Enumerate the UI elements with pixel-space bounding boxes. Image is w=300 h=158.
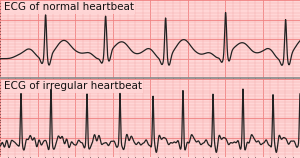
Text: ECG of normal heartbeat: ECG of normal heartbeat <box>4 2 134 12</box>
Text: ECG of irregular heartbeat: ECG of irregular heartbeat <box>4 81 142 91</box>
